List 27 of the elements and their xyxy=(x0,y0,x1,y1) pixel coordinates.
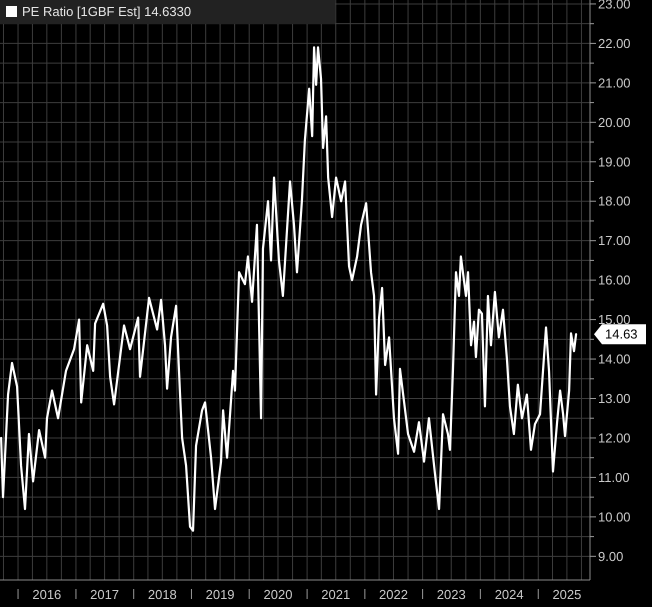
y-tick-label: 19.00 xyxy=(598,154,631,170)
y-tick-label: 11.00 xyxy=(598,470,630,485)
x-tick-label: 2023 xyxy=(436,587,466,602)
annotation: 14.63 xyxy=(605,326,638,342)
y-tick-label: 13.00 xyxy=(598,391,631,406)
y-tick-label: 14.00 xyxy=(598,352,631,367)
x-tick-label: 2021 xyxy=(321,587,350,602)
line-series xyxy=(0,46,578,532)
x-tick-label: 2020 xyxy=(264,587,292,602)
y-tick-label: 22.00 xyxy=(598,36,631,51)
x-tick-label: 2016 xyxy=(32,587,62,602)
y-tick-label: 10.00 xyxy=(598,509,631,524)
y-tick-label: 9.00 xyxy=(598,548,624,564)
y-tick-label: 17.00 xyxy=(598,233,631,248)
x-tick-label: 2024 xyxy=(494,587,524,602)
x-tick-label: 2019 xyxy=(206,587,235,602)
x-tick-label: 2022 xyxy=(379,587,408,602)
y-tick-label: 21.00 xyxy=(598,75,631,90)
x-tick-label: 2025 xyxy=(552,587,582,602)
x-tick-label: 2018 xyxy=(148,587,177,602)
y-tick-label: 18.00 xyxy=(598,194,631,209)
y-tick-label: 12.00 xyxy=(598,430,631,446)
y-tick-label: 15.00 xyxy=(598,312,631,328)
x-tick-label: 2017 xyxy=(90,587,120,602)
y-tick-label: 16.00 xyxy=(598,272,631,288)
legend-label: PE Ratio [1GBF Est] 14.6330 xyxy=(22,4,192,19)
y-tick-label: 20.00 xyxy=(598,114,631,130)
